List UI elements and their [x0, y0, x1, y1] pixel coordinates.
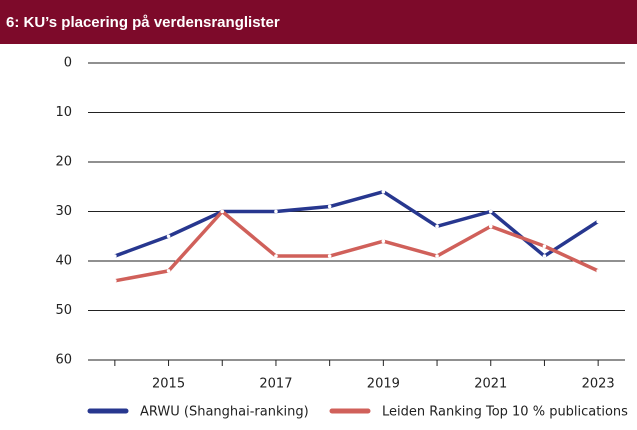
- point-marker: [381, 189, 386, 194]
- y-tick-label: 10: [55, 105, 72, 120]
- series-line: [114, 189, 600, 258]
- point-marker: [542, 254, 547, 258]
- series-line: [114, 209, 599, 283]
- y-tick-label: 60: [55, 353, 72, 368]
- point-marker: [220, 209, 225, 214]
- x-tick-label: 2017: [259, 377, 292, 392]
- point-marker: [435, 224, 439, 229]
- y-tick-label: 0: [64, 56, 72, 71]
- point-marker: [274, 209, 278, 214]
- point-marker: [113, 279, 117, 283]
- y-tick-label: 50: [55, 303, 72, 318]
- point-marker: [542, 244, 547, 248]
- chart-title: 6: KU’s placering på verdensranglister: [6, 14, 280, 31]
- y-tick-label: 30: [55, 204, 72, 219]
- legend-label: Leiden Ranking Top 10 % publications: [382, 405, 628, 420]
- point-marker: [596, 269, 600, 273]
- point-marker: [166, 234, 171, 239]
- title-bar: [0, 0, 637, 44]
- point-marker: [596, 219, 600, 224]
- x-tick-label: 2023: [582, 377, 615, 392]
- legend-label: ARWU (Shanghai-ranking): [140, 405, 309, 420]
- point-marker: [435, 254, 439, 258]
- y-tick-label: 40: [55, 254, 72, 269]
- x-tick-label: 2019: [367, 377, 400, 392]
- point-marker: [488, 224, 493, 229]
- point-marker: [274, 254, 278, 258]
- y-tick-label: 20: [55, 155, 72, 170]
- point-marker: [166, 269, 171, 273]
- x-tick-label: 2015: [152, 377, 185, 392]
- point-marker: [327, 254, 332, 258]
- x-tick-label: 2021: [474, 377, 507, 392]
- point-marker: [381, 239, 386, 243]
- point-marker: [327, 204, 332, 209]
- point-marker: [113, 254, 117, 258]
- point-marker: [488, 209, 493, 214]
